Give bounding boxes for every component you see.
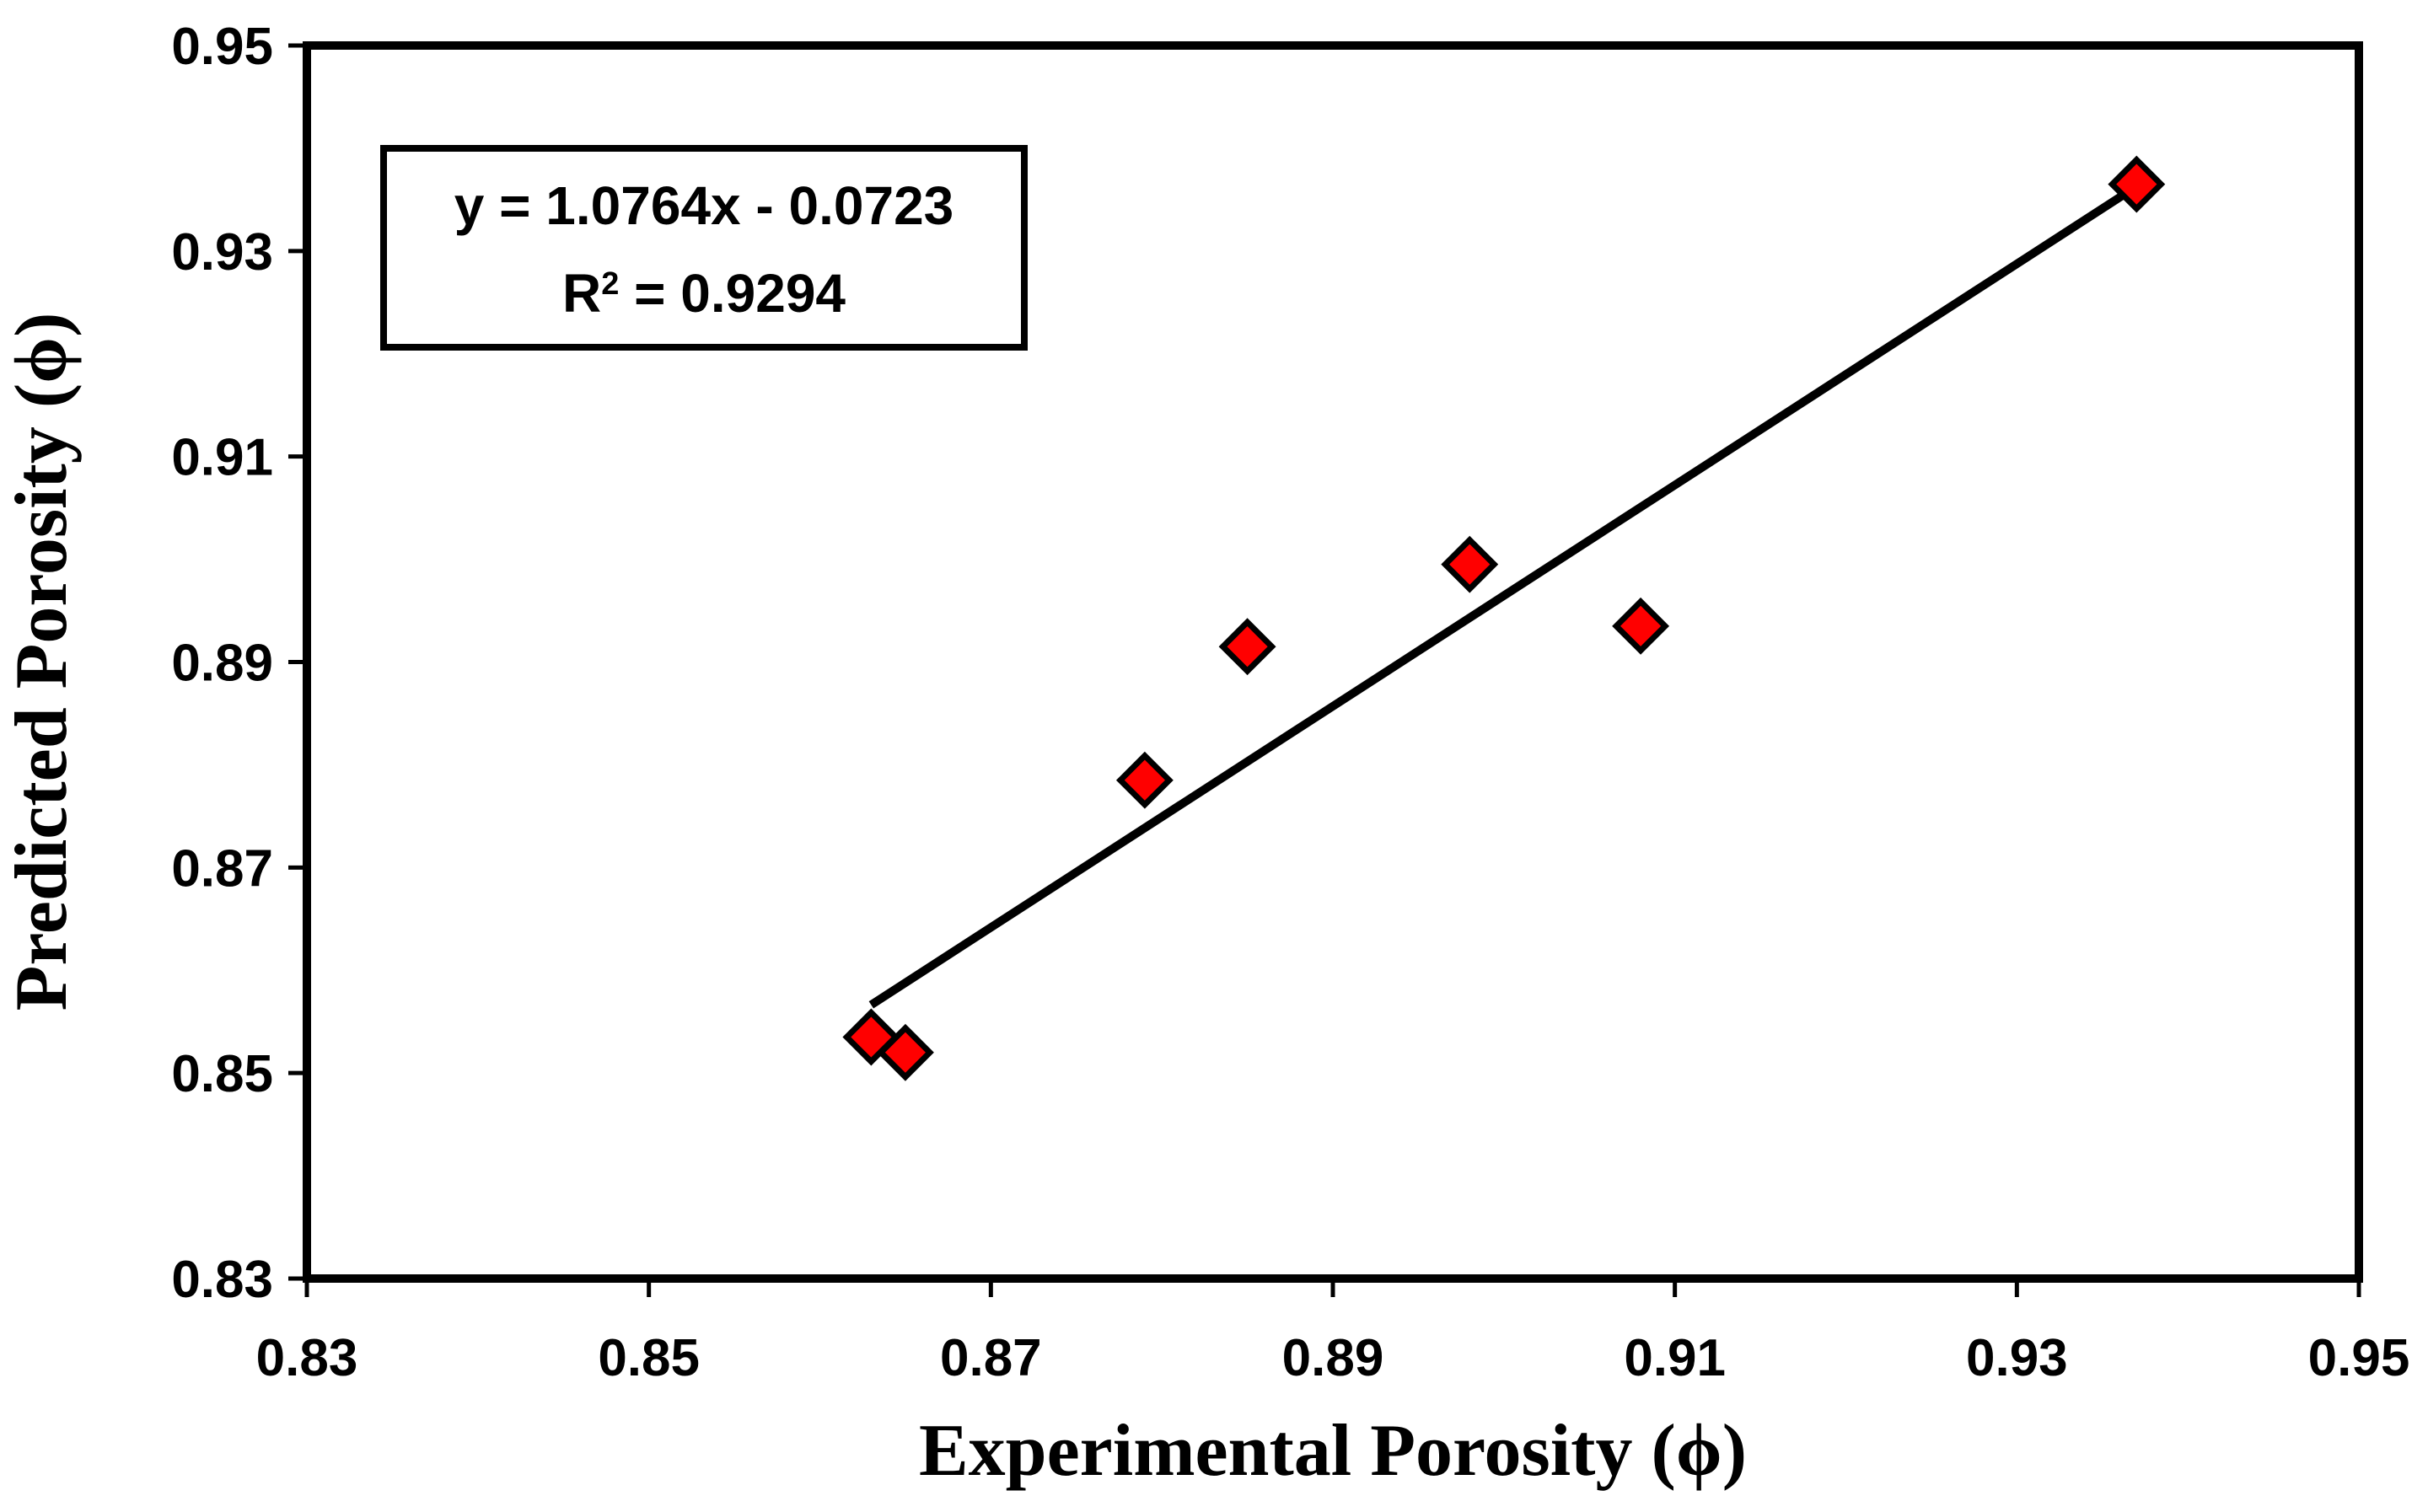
- y-axis-title: Predicted Porosity (ϕ): [1, 313, 83, 1011]
- y-tick-label: 0.95: [171, 18, 273, 76]
- data-point: [876, 1023, 934, 1081]
- y-tick-label: 0.83: [171, 1251, 273, 1309]
- y-tick-label: 0.91: [171, 429, 273, 487]
- x-tick-label: 0.89: [1282, 1329, 1384, 1387]
- equation-label: y = 1.0764x - 0.0723: [454, 175, 954, 236]
- x-tick-label: 0.93: [1966, 1329, 2068, 1387]
- x-tick-label: 0.95: [2308, 1329, 2410, 1387]
- annotation-box: [380, 145, 1028, 351]
- data-point: [2108, 155, 2166, 213]
- data-point: [1441, 535, 1499, 593]
- data-point: [1612, 597, 1670, 655]
- y-tick-label: 0.87: [171, 839, 273, 898]
- regression-annotation: y = 1.0764x - 0.0723 R2 = 0.9294: [380, 145, 1028, 351]
- y-tick-label: 0.93: [171, 223, 273, 281]
- x-tick-label: 0.87: [940, 1329, 1042, 1387]
- data-point: [1218, 618, 1276, 676]
- trendline: [868, 182, 2140, 1009]
- x-axis: 0.83 0.85 0.87 0.89 0.91 0.93 0.95: [256, 1279, 2410, 1387]
- y-axis: 0.83 0.85 0.87 0.89 0.91 0.93 0.95: [171, 18, 307, 1309]
- r-squared-label: R2 = 0.9294: [562, 263, 846, 324]
- data-point: [1115, 751, 1174, 809]
- x-tick-label: 0.83: [256, 1329, 358, 1387]
- data-series: [842, 155, 2166, 1081]
- x-tick-label: 0.85: [598, 1329, 700, 1387]
- y-tick-label: 0.89: [171, 635, 273, 693]
- x-axis-title: Experimental Porosity (ϕ): [919, 1410, 1747, 1492]
- x-tick-label: 0.91: [1624, 1329, 1726, 1387]
- y-tick-label: 0.85: [171, 1045, 273, 1103]
